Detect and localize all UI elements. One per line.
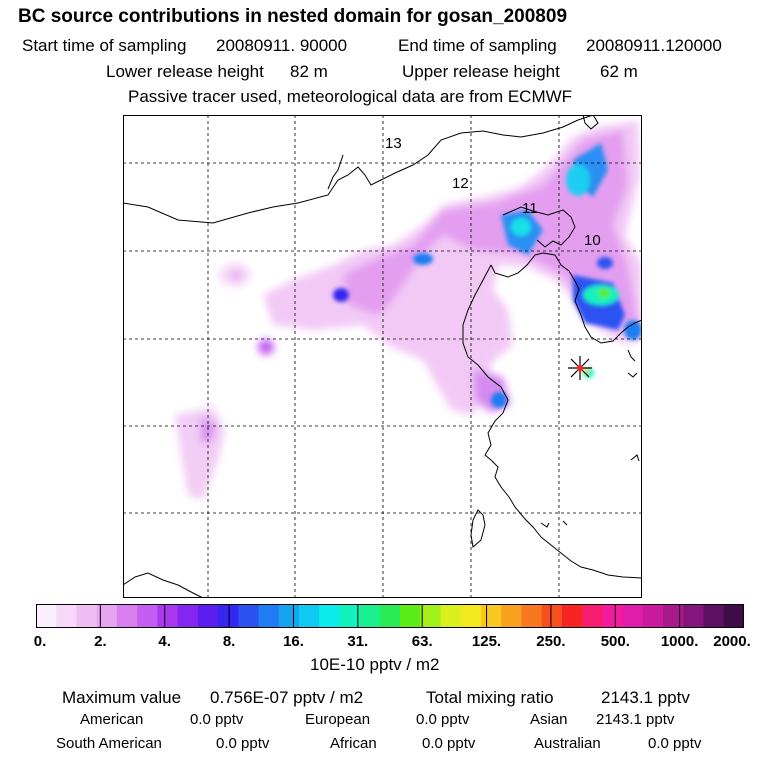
colorbar-units: 10E-10 pptv / m2 [310, 655, 440, 674]
end-time-label: End time of sampling [398, 36, 557, 55]
colorbar-tick-label: 0. [33, 633, 47, 650]
start-time-label: Start time of sampling [22, 36, 187, 55]
time-label-11: 11 [522, 200, 538, 217]
colorbar-tick-label: 125. [471, 633, 502, 650]
colorbar-tick-label: 250. [536, 633, 566, 650]
colorbar-tick-label: 4. [158, 633, 171, 650]
colorbar-cell [420, 604, 442, 628]
colorbar-cells [36, 604, 744, 628]
region-american-value: 0.0 pptv [190, 711, 244, 728]
plot-title: BC source contributions in nested domain… [18, 6, 568, 27]
colorbar-cell [36, 604, 57, 628]
region-african-value: 0.0 pptv [422, 735, 476, 752]
region-australian-name: Australian [534, 735, 601, 752]
colorbar-cell [218, 604, 239, 628]
colorbar [36, 604, 744, 628]
colorbar-cell [440, 604, 462, 628]
colorbar-cell [703, 604, 725, 628]
colorbar-cell [278, 604, 300, 628]
colorbar-cell [481, 604, 502, 628]
colorbar-tick-label: 2000. [713, 633, 751, 650]
time-label-12: 12 [452, 175, 469, 192]
colorbar-tick-label: 1000. [660, 633, 699, 650]
colorbar-cell [561, 604, 583, 628]
total-mixing-value: 2143.1 pptv [601, 688, 690, 707]
start-time-value: 20080911. 90000 [216, 36, 348, 55]
star-marker-icon [568, 356, 592, 380]
colorbar-cell [663, 604, 684, 628]
colorbar-cell [602, 604, 624, 628]
colorbar-cell [359, 604, 381, 628]
colorbar-cell [238, 604, 260, 628]
colorbar-cell [298, 604, 320, 628]
colorbar-cell [521, 604, 543, 628]
colorbar-cell [177, 604, 199, 628]
colorbar-cell [96, 604, 118, 628]
colorbar-tick-label: 31. [347, 633, 369, 650]
colorbar-tick-label: 2. [94, 633, 107, 650]
end-time-value: 20080911.120000 [586, 36, 722, 55]
colorbar-cell [541, 604, 563, 628]
colorbar-tick-label: 500. [600, 633, 630, 650]
colorbar-cell [622, 604, 644, 628]
colorbar-cell [116, 604, 138, 628]
map-grid [123, 115, 642, 598]
upper-release-label: Upper release height [402, 62, 560, 81]
region-asian-value: 2143.1 pptv [596, 711, 675, 728]
region-south-american-value: 0.0 pptv [216, 735, 270, 752]
region-american-name: American [80, 711, 144, 728]
colorbar-cell [723, 604, 744, 628]
colorbar-tick-label: 16. [283, 633, 304, 650]
concentration-core [333, 143, 642, 408]
colorbar-cell [157, 604, 179, 628]
region-australian-value: 0.0 pptv [648, 735, 702, 752]
colorbar-cell [137, 604, 158, 628]
time-label-10: 10 [584, 232, 601, 249]
map-panel: 13 12 11 10 [123, 115, 642, 598]
colorbar-cell [76, 604, 98, 628]
colorbar-cell [642, 604, 664, 628]
colorbar-cell [56, 604, 78, 628]
coastlines [123, 115, 642, 598]
colorbar-cell [319, 604, 341, 628]
region-european-value: 0.0 pptv [416, 711, 470, 728]
colorbar-separators [99, 604, 681, 628]
lower-release-label: Lower release height [106, 62, 264, 81]
max-value: 0.756E-07 pptv / m2 [210, 688, 364, 707]
max-value-label: Maximum value [62, 688, 182, 707]
region-south-american-name: South American [56, 735, 162, 752]
colorbar-cell [582, 604, 603, 628]
region-european-name: European [305, 711, 371, 728]
colorbar-cell [460, 604, 482, 628]
upper-release-value: 62 m [600, 62, 638, 81]
colorbar-tick-label: 63. [411, 633, 433, 650]
map-frame [123, 115, 642, 598]
tracer-note: Passive tracer used, meteorological data… [128, 87, 573, 106]
region-asian-name: Asian [530, 711, 568, 728]
colorbar-cell [379, 604, 401, 628]
colorbar-cell [400, 604, 421, 628]
colorbar-cell [339, 604, 361, 628]
lower-release-value: 82 m [290, 62, 328, 81]
colorbar-tick-label: 8. [222, 633, 236, 650]
colorbar-cell [501, 604, 523, 628]
colorbar-frame [36, 604, 744, 628]
time-label-13: 13 [385, 135, 402, 152]
colorbar-cell [197, 604, 219, 628]
total-mixing-label: Total mixing ratio [426, 688, 554, 707]
colorbar-cell [258, 604, 280, 628]
colorbar-cell [683, 604, 705, 628]
region-african-name: African [330, 735, 377, 752]
